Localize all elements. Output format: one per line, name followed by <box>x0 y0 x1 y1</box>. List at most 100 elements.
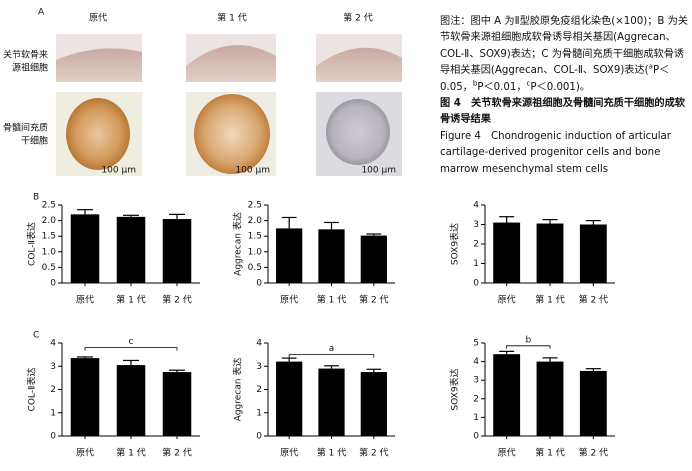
bar <box>536 361 564 436</box>
y-tick-label: 3 <box>50 362 56 372</box>
x-tick-label: 原代 <box>76 295 94 306</box>
caption-title-cn: 图 4 关节软骨来源祖细胞及骨髓间充质干细胞的成软骨诱导结果 <box>440 98 685 126</box>
caption-text: P＜0.001)。 <box>530 81 591 93</box>
y-tick-label: 2.5 <box>42 201 56 211</box>
x-tick-label: 第 1 代 <box>317 447 346 459</box>
row-label: 源祖细胞 <box>12 62 48 74</box>
y-tick-label: 0 <box>473 432 479 442</box>
scale-bar: 100 μm <box>361 166 396 176</box>
significance-label: c <box>129 337 134 347</box>
x-tick-label: 第 1 代 <box>535 447 564 459</box>
y-axis-label: COL-Ⅱ表达 <box>26 222 38 266</box>
x-tick-label: 原代 <box>76 448 94 459</box>
tissue <box>316 47 402 82</box>
caption-title-en: Figure 4 Chondrogenic induction of artic… <box>440 130 671 175</box>
significance-bracket <box>288 354 375 358</box>
y-tick-label: 4 <box>50 339 56 349</box>
y-tick-label: 2 <box>473 240 479 250</box>
micrographs <box>56 34 402 176</box>
x-tick-label: 第 2 代 <box>579 447 608 459</box>
bar <box>360 235 387 283</box>
row-label: 干细胞 <box>21 135 48 147</box>
bar <box>318 229 345 283</box>
y-axis-label: COL-Ⅱ表达 <box>26 368 38 412</box>
bar <box>162 372 192 436</box>
x-tick-label: 第 1 代 <box>116 294 145 306</box>
x-tick-label: 第 1 代 <box>317 294 346 306</box>
y-tick-label: 0.5 <box>248 263 262 273</box>
y-tick-label: 1 <box>473 413 479 423</box>
y-tick-label: 0.5 <box>42 263 56 273</box>
x-tick-label: 原代 <box>280 295 298 306</box>
y-tick-label: 1 <box>473 259 479 269</box>
caption-text: 图注：图中 A 为Ⅱ型胶原免疫组化染色(×100)；B 为关节软骨来源祖细胞成软… <box>440 16 688 77</box>
x-tick-label: 第 2 代 <box>579 294 608 306</box>
bar <box>579 370 607 436</box>
y-tick-label: 3 <box>256 362 262 372</box>
significance-bracket <box>506 345 551 349</box>
x-tick-label: 原代 <box>280 448 298 459</box>
caption-text: P＜0.01， <box>477 81 527 93</box>
row-label: 关节软骨来 <box>3 49 48 61</box>
x-tick-label: 第 2 代 <box>162 294 191 306</box>
caption-note: 图注：图中 A 为Ⅱ型胶原免疫组化染色(×100)；B 为关节软骨来源祖细胞成软… <box>440 14 688 96</box>
panel-label: B <box>33 193 39 203</box>
superscript: c <box>526 79 531 88</box>
scale-bar: 100 μm <box>101 166 136 176</box>
bar <box>579 224 607 283</box>
y-tick-label: 2 <box>473 394 479 404</box>
caption: 图注：图中 A 为Ⅱ型胶原免疫组化染色(×100)；B 为关节软骨来源祖细胞成软… <box>440 14 688 178</box>
y-tick-label: 1.0 <box>42 247 57 257</box>
y-tick-label: 0 <box>256 279 262 289</box>
bar <box>276 228 303 283</box>
x-tick-label: 第 1 代 <box>116 447 145 459</box>
y-tick-label: 4 <box>473 201 479 211</box>
tissue <box>186 45 276 82</box>
panel-label: A <box>38 8 45 18</box>
y-tick-label: 2 <box>50 385 56 395</box>
y-tick-label: 0 <box>50 279 56 289</box>
y-tick-label: 1.0 <box>248 247 263 257</box>
bar <box>116 216 146 283</box>
x-tick-label: 第 1 代 <box>535 294 564 306</box>
y-tick-label: 1 <box>50 408 56 418</box>
bar <box>70 358 100 436</box>
y-tick-label: 1.5 <box>42 232 56 242</box>
scale-bar: 100 μm <box>235 166 270 176</box>
y-tick-label: 2.5 <box>248 201 262 211</box>
y-tick-label: 1.5 <box>248 232 262 242</box>
bar <box>493 222 521 283</box>
y-tick-label: 0 <box>473 279 479 289</box>
y-tick-label: 4 <box>256 339 262 349</box>
significance-label: a <box>329 344 335 354</box>
column-label: 第 1 代 <box>217 12 246 24</box>
y-tick-label: 0 <box>256 432 262 442</box>
significance-label: b <box>525 335 531 345</box>
bar <box>70 214 100 283</box>
bar <box>493 354 521 436</box>
superscript: a <box>648 62 653 71</box>
y-tick-label: 5 <box>473 339 479 349</box>
row-label: 骨髓间充质 <box>3 122 48 134</box>
y-tick-label: 2.0 <box>248 216 263 226</box>
panel-label: C <box>33 331 39 341</box>
y-tick-label: 3 <box>473 220 479 230</box>
x-tick-label: 原代 <box>498 448 516 459</box>
column-label: 第 2 代 <box>343 12 372 24</box>
y-tick-label: 2.0 <box>42 216 57 226</box>
y-tick-label: 0 <box>50 432 56 442</box>
tissue <box>56 48 142 82</box>
bar <box>116 365 146 436</box>
column-label: 原代 <box>89 13 107 24</box>
pellet <box>66 98 130 170</box>
y-axis-label: SOX9表达 <box>449 223 461 265</box>
bar <box>318 368 345 436</box>
y-tick-label: 1 <box>256 408 262 418</box>
significance-bracket <box>84 347 178 351</box>
y-tick-label: 3 <box>473 376 479 386</box>
